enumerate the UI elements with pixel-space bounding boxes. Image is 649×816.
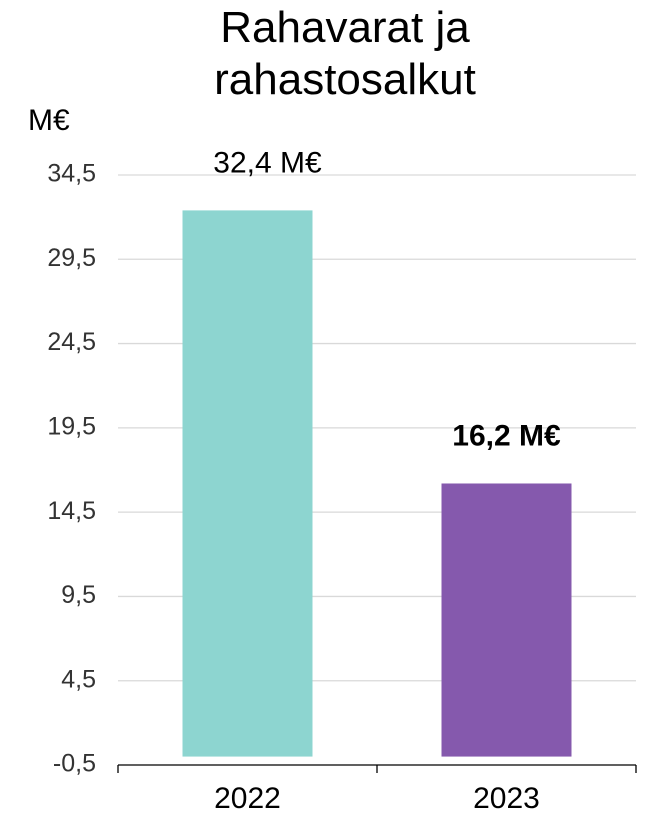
bar xyxy=(182,210,313,757)
y-tick-label: 19,5 xyxy=(47,412,96,440)
y-tick-label: 29,5 xyxy=(47,244,96,272)
y-axis-label: M€ xyxy=(28,104,70,137)
bar xyxy=(441,483,572,757)
y-tick-label: 14,5 xyxy=(47,497,96,525)
y-tick-label: 4,5 xyxy=(61,665,96,693)
y-tick-label: 9,5 xyxy=(61,581,96,609)
value-label: 16,2 M€ xyxy=(452,419,561,452)
y-tick-label: 24,5 xyxy=(47,328,96,356)
x-tick-label: 2023 xyxy=(473,782,540,815)
chart-title: Rahavarat ja rahastosalkut xyxy=(214,3,476,104)
value-label: 32,4 M€ xyxy=(213,146,322,179)
x-tick-label: 2022 xyxy=(214,782,281,815)
y-tick-label: 34,5 xyxy=(47,160,96,188)
y-tick-label: -0,5 xyxy=(53,750,96,778)
